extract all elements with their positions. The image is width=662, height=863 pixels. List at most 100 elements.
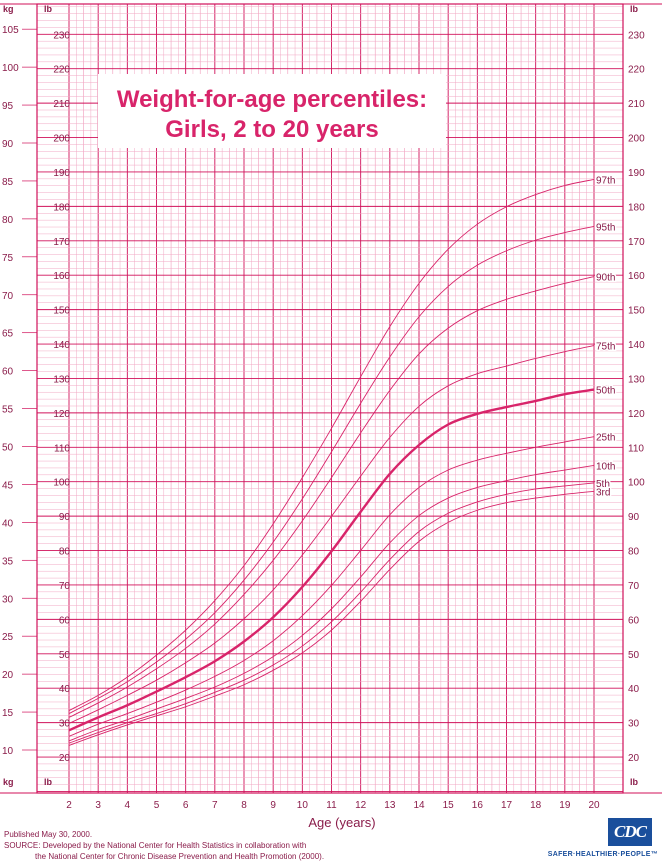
curve-90th bbox=[68, 276, 595, 718]
kg-tick-label: 30 bbox=[2, 594, 14, 605]
axes: 1015202530354045505560657075808590951001… bbox=[0, 3, 662, 811]
lb-tick-label-left: 220 bbox=[53, 65, 70, 76]
age-tick-label: 8 bbox=[241, 800, 247, 811]
lb-tick-label-right: 90 bbox=[628, 512, 640, 523]
age-tick-label: 20 bbox=[588, 800, 600, 811]
label-90th: 90th bbox=[596, 273, 615, 284]
kg-tick-label: 65 bbox=[2, 329, 14, 340]
lb-tick-label-left: 110 bbox=[54, 443, 70, 454]
source-note-2: the National Center for Chronic Disease … bbox=[35, 852, 325, 861]
lb-tick-label-right: 40 bbox=[628, 684, 640, 695]
kg-tick-label: 25 bbox=[2, 632, 14, 643]
age-tick-label: 10 bbox=[297, 800, 309, 811]
unit-kg-top: kg bbox=[3, 4, 14, 14]
lb-tick-label-left: 120 bbox=[53, 409, 70, 420]
age-tick-label: 5 bbox=[154, 800, 160, 811]
label-3rd: 3rd bbox=[596, 487, 610, 498]
lb-tick-label-right: 120 bbox=[628, 409, 645, 420]
age-tick-label: 11 bbox=[326, 800, 337, 811]
lb-tick-label-right: 230 bbox=[628, 30, 645, 41]
lb-tick-label-left: 60 bbox=[59, 615, 71, 626]
lb-tick-label-right: 110 bbox=[628, 443, 644, 454]
lb-tick-label-right: 210 bbox=[628, 99, 645, 110]
lb-tick-label-left: 140 bbox=[53, 340, 70, 351]
kg-tick-label: 105 bbox=[2, 25, 19, 36]
age-tick-label: 15 bbox=[443, 800, 455, 811]
age-tick-label: 18 bbox=[530, 800, 542, 811]
x-axis-label: Age (years) bbox=[308, 815, 375, 830]
unit-lb-bottom-left: lb bbox=[44, 777, 53, 787]
lb-tick-label-right: 100 bbox=[628, 478, 645, 489]
title-box: Weight-for-age percentiles: Girls, 2 to … bbox=[98, 74, 446, 148]
age-tick-label: 2 bbox=[66, 800, 72, 811]
cdc-logo: CDC bbox=[608, 818, 652, 846]
label-97th: 97th bbox=[596, 175, 615, 186]
curve-3rd bbox=[68, 490, 595, 746]
curve-50th bbox=[68, 388, 595, 732]
kg-tick-label: 60 bbox=[2, 367, 14, 378]
lb-tick-label-left: 90 bbox=[59, 512, 71, 523]
age-tick-label: 3 bbox=[95, 800, 101, 811]
lb-tick-label-left: 130 bbox=[53, 374, 70, 385]
lb-tick-label-right: 140 bbox=[628, 340, 645, 351]
cdc-slogan: SAFER·HEALTHIER·PEOPLE™ bbox=[547, 851, 658, 858]
lb-tick-label-left: 100 bbox=[53, 478, 70, 489]
lb-tick-label-left: 150 bbox=[53, 306, 70, 317]
lb-tick-label-right: 60 bbox=[628, 615, 640, 626]
lb-tick-label-right: 130 bbox=[628, 374, 645, 385]
lb-tick-label-right: 220 bbox=[628, 65, 645, 76]
age-tick-label: 13 bbox=[384, 800, 396, 811]
lb-tick-label-left: 230 bbox=[53, 30, 70, 41]
age-tick-label: 4 bbox=[125, 800, 131, 811]
lb-tick-label-left: 30 bbox=[59, 719, 71, 730]
curve-75th bbox=[68, 345, 595, 724]
source-prefix: SOURCE: bbox=[4, 841, 41, 850]
kg-tick-label: 20 bbox=[2, 670, 14, 681]
lb-tick-label-right: 80 bbox=[628, 547, 640, 558]
kg-tick-label: 15 bbox=[2, 708, 14, 719]
curve-95th bbox=[68, 226, 595, 714]
lb-tick-label-left: 80 bbox=[59, 547, 71, 558]
lb-tick-label-left: 20 bbox=[59, 753, 71, 764]
age-tick-label: 7 bbox=[212, 800, 218, 811]
label-10th: 10th bbox=[596, 461, 615, 472]
age-tick-label: 17 bbox=[501, 800, 513, 811]
chart-title-line-2: Girls, 2 to 20 years bbox=[165, 116, 378, 143]
lb-tick-label-right: 170 bbox=[628, 237, 645, 248]
unit-kg-bottom: kg bbox=[3, 777, 14, 787]
lb-tick-label-right: 190 bbox=[628, 168, 645, 179]
lb-tick-label-right: 200 bbox=[628, 134, 645, 145]
lb-tick-label-left: 70 bbox=[59, 581, 71, 592]
age-tick-label: 6 bbox=[183, 800, 189, 811]
unit-lb-bottom-right: lb bbox=[630, 777, 639, 787]
lb-tick-label-right: 70 bbox=[628, 581, 640, 592]
lb-tick-label-right: 150 bbox=[628, 306, 645, 317]
kg-tick-label: 70 bbox=[2, 291, 14, 302]
grid bbox=[37, 4, 623, 793]
age-tick-label: 16 bbox=[472, 800, 484, 811]
curve-5th bbox=[68, 482, 595, 744]
kg-tick-label: 80 bbox=[2, 215, 14, 226]
age-tick-label: 14 bbox=[413, 800, 425, 811]
kg-tick-label: 50 bbox=[2, 443, 14, 454]
kg-tick-label: 95 bbox=[2, 101, 14, 112]
label-50th: 50th bbox=[596, 386, 615, 397]
curve-10th bbox=[68, 465, 595, 742]
kg-tick-label: 85 bbox=[2, 177, 14, 188]
kg-tick-label: 45 bbox=[2, 480, 14, 491]
curve-25th bbox=[68, 436, 595, 737]
kg-tick-label: 90 bbox=[2, 139, 14, 150]
lb-tick-label-left: 180 bbox=[53, 202, 70, 213]
lb-tick-label-right: 30 bbox=[628, 719, 640, 730]
age-tick-label: 19 bbox=[559, 800, 571, 811]
lb-tick-label-left: 170 bbox=[53, 237, 70, 248]
source-note-1: SOURCE: Developed by the National Center… bbox=[4, 841, 306, 850]
lb-tick-label-left: 200 bbox=[53, 134, 70, 145]
label-25th: 25th bbox=[596, 433, 615, 444]
lb-tick-label-left: 50 bbox=[59, 650, 71, 661]
label-5th: 5th bbox=[596, 479, 610, 490]
lb-tick-label-left: 160 bbox=[53, 271, 70, 282]
source-text-1: Developed by the National Center for Hea… bbox=[42, 841, 307, 850]
unit-lb-top-right: lb bbox=[630, 4, 639, 14]
